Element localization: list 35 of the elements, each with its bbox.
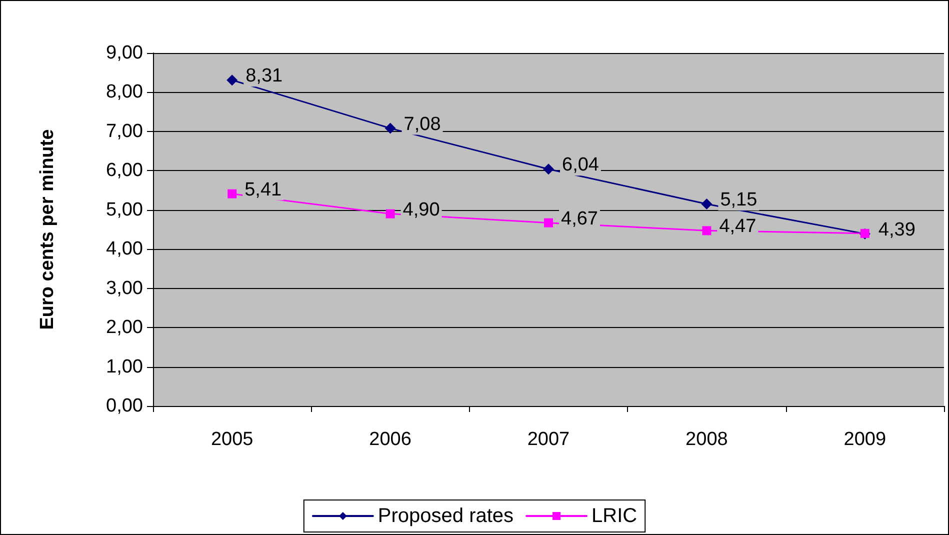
point bbox=[384, 122, 396, 134]
point bbox=[702, 226, 712, 236]
y-tick-label: 8,00 bbox=[106, 82, 143, 103]
y-tick-label: 3,00 bbox=[106, 278, 143, 299]
data-label: 5,41 bbox=[244, 179, 282, 200]
y-tick-label: 6,00 bbox=[106, 160, 143, 182]
data-label: 4,39 bbox=[878, 219, 916, 240]
y-tick-label: 7,00 bbox=[106, 120, 143, 142]
point bbox=[386, 209, 395, 218]
data-label: 4,90 bbox=[402, 199, 440, 220]
point bbox=[701, 198, 712, 210]
point bbox=[226, 74, 238, 86]
legend-label: Proposed rates bbox=[378, 505, 514, 527]
y-tick-label: 1,00 bbox=[106, 356, 143, 378]
y-tick-label: 2,00 bbox=[106, 317, 143, 338]
y-axis-title: Euro cents per minute bbox=[37, 129, 58, 330]
x-tick-label: 2009 bbox=[844, 429, 886, 450]
y-tick-label: 0,00 bbox=[106, 396, 143, 416]
data-label: 8,31 bbox=[246, 66, 283, 87]
point bbox=[543, 164, 554, 175]
data-label: 4,67 bbox=[561, 208, 598, 230]
x-tick-label: 2007 bbox=[527, 429, 570, 450]
x-tick-label: 2005 bbox=[210, 429, 254, 450]
point bbox=[228, 189, 237, 198]
data-label: 7,08 bbox=[404, 114, 441, 135]
y-tick-label: 9,00 bbox=[106, 42, 143, 64]
y-tick-label: 4,00 bbox=[106, 238, 143, 260]
data-label: 5,15 bbox=[720, 190, 758, 211]
point bbox=[544, 218, 553, 228]
x-tick-label: 2006 bbox=[369, 429, 412, 450]
x-tick-label: 2008 bbox=[686, 429, 728, 450]
y-tick-label: 5,00 bbox=[106, 199, 143, 220]
data-label: 4,47 bbox=[719, 216, 756, 238]
legend-label: LRIC bbox=[592, 505, 638, 527]
data-label: 6,04 bbox=[562, 154, 600, 176]
